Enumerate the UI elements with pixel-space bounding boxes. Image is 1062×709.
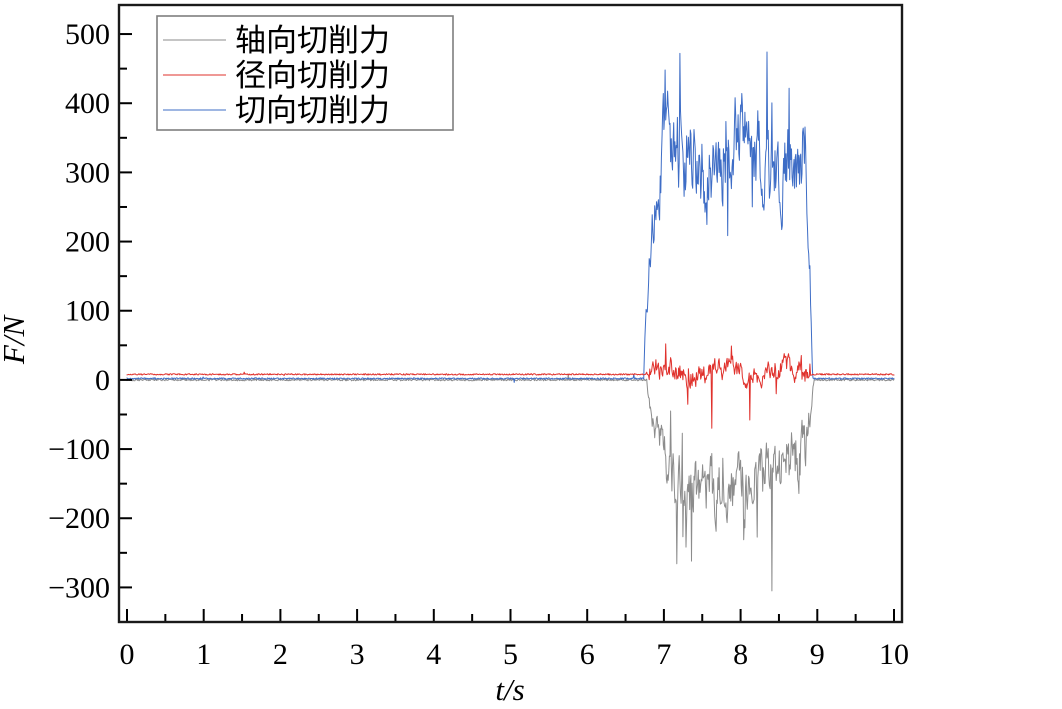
x-tick-label: 10: [879, 638, 909, 671]
x-tick-label: 1: [196, 638, 211, 671]
tangential-cutting-force-line: [126, 51, 895, 383]
x-tick-label: 7: [656, 638, 671, 671]
y-tick-label: 200: [65, 226, 110, 259]
x-tick-label: 0: [120, 638, 135, 671]
legend-label-radial: 径向切削力: [235, 58, 390, 93]
x-tick-label: 4: [426, 638, 441, 671]
legend-item-tangential: 切向切削力: [163, 93, 390, 128]
y-tick-label: 100: [65, 295, 110, 328]
series-layer: [126, 51, 895, 592]
axial-cutting-force-line: [126, 374, 895, 592]
x-axis-title: t/s: [495, 672, 524, 707]
legend-item-axial: 轴向切削力: [163, 23, 390, 58]
y-tick-label: −300: [48, 571, 110, 604]
y-tick-label: 0: [95, 364, 110, 397]
legend-box: [156, 15, 454, 131]
x-tick-label: 9: [810, 638, 825, 671]
y-tick-label: −100: [48, 433, 110, 466]
legend-label-axial: 轴向切削力: [235, 23, 390, 58]
radial-cutting-force-line: [126, 343, 895, 429]
x-tick-label: 8: [733, 638, 748, 671]
y-tick-label: 400: [65, 87, 110, 120]
x-tick-label: 3: [350, 638, 365, 671]
plot-box: [117, 3, 904, 624]
x-tick-label: 2: [273, 638, 288, 671]
x-tick-label: 6: [580, 638, 595, 671]
axis-layer: 0 1 2 3 4 5 6 7 8 9 10 −300 −200 −100 0 100 200 300 400 500: [48, 18, 909, 671]
y-axis-title: F/N: [0, 314, 31, 366]
y-tick-label: −200: [48, 502, 110, 535]
legend: 轴向切削力 径向切削力 切向切削力: [156, 15, 454, 131]
legend-label-tangential: 切向切削力: [235, 93, 390, 128]
x-tick-label: 5: [503, 638, 518, 671]
y-tick-label: 500: [65, 18, 110, 51]
legend-item-radial: 径向切削力: [163, 58, 390, 93]
y-tick-label: 300: [65, 156, 110, 189]
